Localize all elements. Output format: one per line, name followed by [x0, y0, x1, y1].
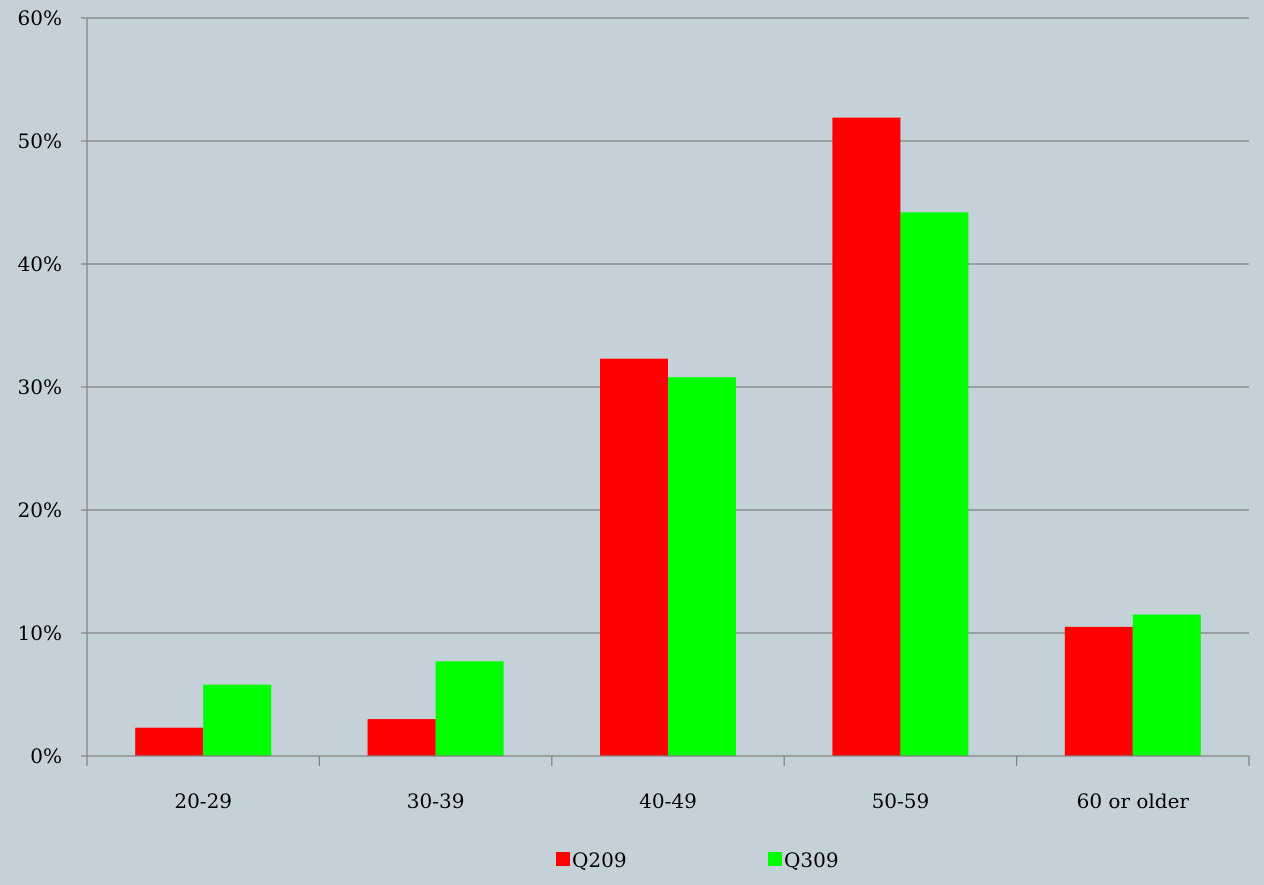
- y-tick-label: 50%: [18, 129, 62, 153]
- tick-labels: 0% 10% 20% 30% 40% 50% 60% 20-29 30-39 40-49 50-59…: [18, 6, 1190, 813]
- y-tick-label: 40%: [18, 252, 62, 276]
- bar-q209-0: [135, 727, 204, 756]
- axes: [81, 17, 1250, 766]
- y-tick-label: 60%: [18, 6, 62, 30]
- bar-q209-2: [600, 358, 668, 756]
- x-tick-label: 50-59: [872, 789, 930, 813]
- legend-label-q209: Q209: [572, 848, 627, 872]
- y-tick-label: 20%: [18, 498, 62, 522]
- bar-q209-4: [1064, 626, 1133, 756]
- x-tick-label: 60 or older: [1077, 789, 1190, 813]
- x-tick-label: 20-29: [174, 789, 232, 813]
- x-tick-label: 30-39: [407, 789, 465, 813]
- legend-label-q309: Q309: [784, 848, 839, 872]
- bar-q209-1: [367, 719, 436, 756]
- bar-q309-2: [668, 377, 736, 756]
- legend-swatch-q209: [556, 852, 570, 866]
- legend: Q209 Q309: [556, 848, 839, 872]
- bar-q309-4: [1132, 614, 1201, 756]
- y-tick-label: 10%: [18, 621, 62, 645]
- y-tick-label: 30%: [18, 375, 62, 399]
- bar-q309-1: [435, 661, 504, 756]
- x-tick-label: 40-49: [639, 789, 697, 813]
- bar-q209-3: [832, 117, 901, 756]
- bars: [135, 117, 1201, 757]
- bar-q309-3: [900, 212, 969, 757]
- legend-swatch-q309: [768, 852, 782, 866]
- y-tick-label: 0%: [30, 744, 62, 768]
- bar-q309-0: [203, 684, 272, 756]
